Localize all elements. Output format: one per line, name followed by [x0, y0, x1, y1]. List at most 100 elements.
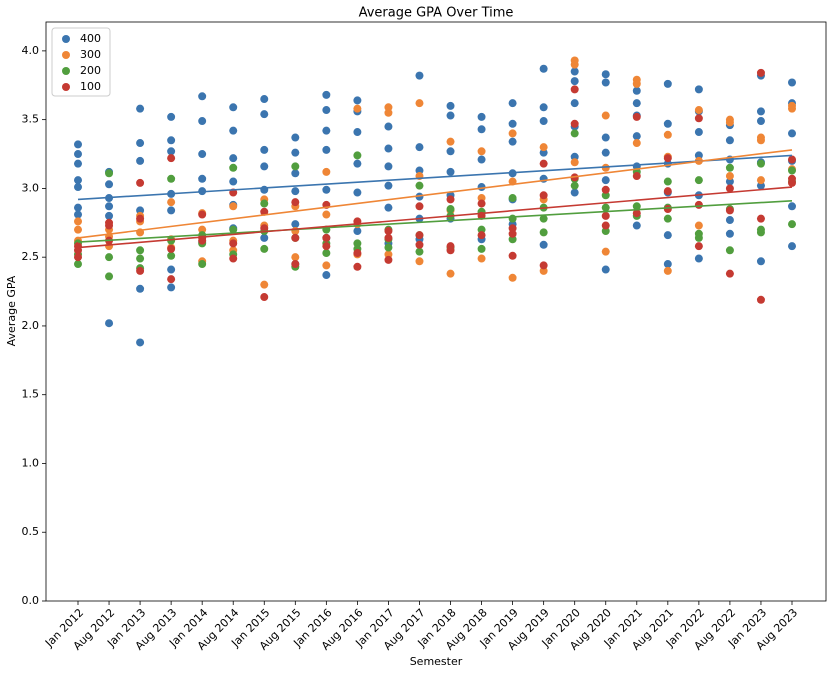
data-point	[105, 319, 114, 328]
data-point	[539, 143, 548, 152]
data-point	[322, 242, 331, 251]
data-point	[384, 162, 393, 171]
data-point	[384, 103, 393, 112]
data-point	[105, 253, 114, 262]
plot-frame	[45, 21, 827, 602]
data-point	[539, 148, 548, 157]
data-point	[74, 159, 82, 168]
data-point	[663, 214, 672, 223]
y-tick-label: 2.0	[22, 319, 40, 332]
data-point	[570, 85, 579, 94]
trend-line	[77, 149, 793, 239]
data-point	[74, 242, 82, 251]
data-point	[384, 108, 393, 117]
data-point	[167, 206, 176, 215]
data-point	[601, 176, 610, 185]
data-point	[788, 101, 796, 110]
data-point	[198, 225, 207, 234]
data-point	[446, 195, 455, 204]
data-point	[477, 155, 486, 164]
data-point	[229, 225, 238, 234]
data-point	[415, 247, 424, 256]
data-point	[229, 103, 238, 112]
data-point	[229, 254, 238, 263]
data-point	[508, 194, 517, 203]
data-point	[105, 272, 114, 281]
data-point	[570, 188, 579, 197]
data-point	[260, 280, 269, 289]
data-point	[291, 169, 300, 178]
x-axis-label: Semester	[410, 655, 463, 668]
legend-marker	[62, 83, 70, 91]
data-point	[229, 177, 238, 186]
data-point	[353, 188, 362, 197]
data-point	[725, 206, 734, 215]
data-point	[446, 269, 455, 278]
data-point	[756, 136, 765, 145]
data-point	[663, 119, 672, 128]
data-point	[322, 271, 331, 280]
data-point	[756, 176, 765, 185]
data-point	[353, 249, 362, 258]
data-point	[198, 174, 207, 183]
data-point	[508, 229, 517, 238]
data-point	[663, 79, 672, 88]
data-point	[74, 260, 82, 269]
data-point	[570, 60, 579, 69]
data-point	[539, 64, 548, 73]
data-point	[601, 211, 610, 220]
data-point	[601, 191, 610, 200]
y-tick-label: 1.0	[22, 456, 40, 469]
data-point	[539, 191, 548, 200]
data-point	[756, 68, 765, 77]
data-point	[570, 67, 579, 76]
data-point	[570, 99, 579, 108]
data-point	[663, 130, 672, 139]
data-point	[74, 150, 82, 159]
data-point	[756, 295, 765, 304]
data-point	[260, 199, 269, 208]
data-point	[167, 265, 176, 274]
data-point	[291, 220, 300, 229]
data-point	[136, 104, 145, 113]
data-point	[601, 133, 610, 142]
data-point	[260, 162, 269, 171]
data-point	[756, 228, 765, 237]
data-point	[694, 176, 703, 185]
data-point	[384, 181, 393, 190]
data-point	[508, 235, 517, 244]
data-point	[322, 126, 331, 135]
data-point	[508, 137, 517, 146]
data-point	[477, 231, 486, 240]
data-point	[477, 225, 486, 234]
data-point	[570, 181, 579, 190]
data-point	[756, 257, 765, 266]
y-tick-label: 4.0	[22, 44, 40, 57]
data-point	[601, 78, 610, 87]
data-point	[788, 178, 796, 187]
data-point	[291, 260, 300, 269]
data-point	[105, 169, 114, 178]
data-point	[601, 163, 610, 172]
data-point	[322, 145, 331, 154]
data-point	[725, 177, 734, 186]
chart-title: Average GPA Over Time	[359, 6, 514, 21]
data-point	[136, 266, 145, 275]
data-point	[632, 86, 641, 95]
data-point	[539, 103, 548, 112]
data-point	[167, 112, 176, 121]
data-point	[788, 129, 796, 138]
data-point	[198, 210, 207, 219]
data-point	[74, 210, 82, 219]
data-point	[415, 181, 424, 190]
data-point	[198, 233, 207, 242]
data-point	[788, 155, 796, 164]
data-point	[415, 192, 424, 201]
data-point	[632, 139, 641, 148]
data-point	[570, 158, 579, 167]
data-point	[167, 275, 176, 284]
data-point	[477, 125, 486, 134]
data-point	[167, 244, 176, 253]
y-tick-label: 3.0	[22, 181, 40, 194]
